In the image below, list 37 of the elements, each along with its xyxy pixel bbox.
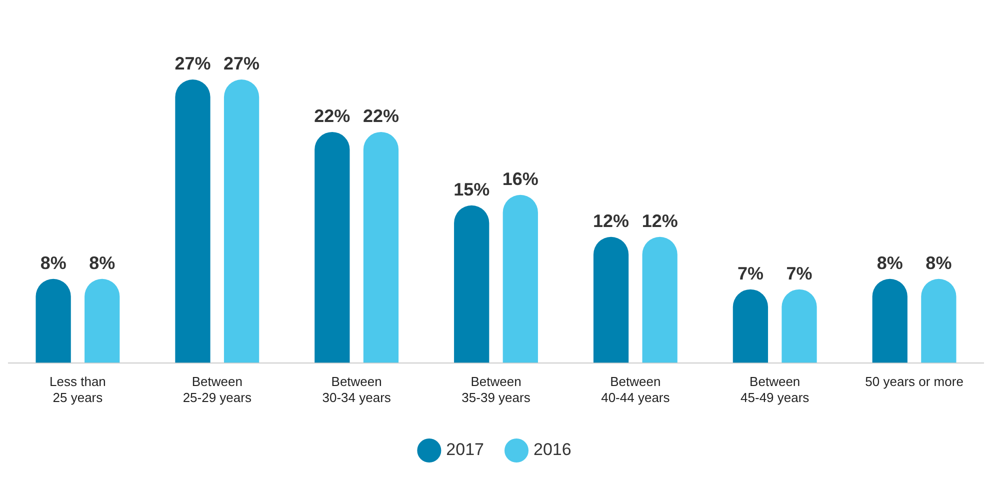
bar — [84, 278, 120, 363]
x-tick-label: 50 years or more — [865, 374, 964, 390]
data-label: 15% — [454, 179, 490, 200]
bar — [782, 289, 817, 363]
bar — [732, 289, 768, 363]
data-label: 8% — [89, 252, 116, 273]
data-label: 12% — [593, 210, 630, 231]
bar — [921, 278, 956, 363]
data-label: 8% — [40, 252, 66, 273]
bar — [175, 79, 210, 363]
x-tick-label: Between 30-34 years — [322, 374, 392, 405]
bar — [502, 194, 538, 363]
x-tick-label: Between 25-29 years — [182, 374, 252, 405]
bar — [454, 205, 490, 363]
bar — [593, 236, 629, 363]
data-label: 12% — [642, 210, 678, 231]
bar — [642, 236, 678, 363]
bar — [36, 278, 71, 363]
data-label: 8% — [876, 252, 903, 273]
bar — [224, 79, 260, 363]
x-tick-label: Between 35-39 years — [462, 374, 531, 405]
data-label: 8% — [926, 252, 952, 273]
data-label: 22% — [314, 106, 350, 126]
data-label: 27% — [224, 53, 260, 74]
legend-label: 2017 — [446, 440, 484, 460]
data-label: 22% — [362, 106, 399, 126]
data-label: 7% — [786, 263, 812, 284]
x-tick-label: Between 40-44 years — [601, 374, 670, 405]
legend-label: 2016 — [534, 440, 572, 460]
x-tick-label: Less than 25 years — [50, 374, 106, 405]
bar — [872, 278, 908, 363]
bar — [314, 132, 350, 363]
x-tick-label: Between 45-49 years — [740, 374, 810, 405]
data-label: 27% — [174, 53, 211, 74]
data-label: 16% — [502, 168, 538, 189]
bar — [363, 132, 399, 363]
data-label: 7% — [737, 263, 764, 284]
